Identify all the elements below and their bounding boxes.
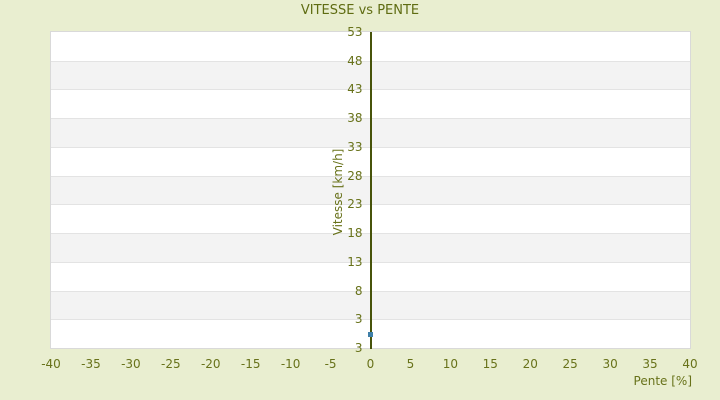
x-tick-label: -40: [41, 357, 61, 371]
y-tick-label: 13: [347, 254, 363, 269]
y-tick-label: 3: [354, 341, 363, 355]
data-point: [368, 331, 373, 337]
x-tick-label: 20: [522, 357, 538, 371]
y-tick-label: 28: [347, 168, 363, 183]
x-tick-label: -5: [324, 357, 337, 371]
y-axis-label: Vitesse [km/h]: [331, 148, 345, 236]
x-tick-label: 5: [406, 357, 415, 371]
y-tick-label: 33: [347, 139, 363, 154]
y-tick-label: 38: [347, 111, 363, 126]
x-tick-label: -10: [280, 357, 301, 371]
x-tick-label: 35: [642, 357, 658, 371]
x-tick-label: 0: [366, 357, 375, 371]
x-tick-label: 30: [602, 357, 618, 371]
chart-title: VITESSE vs PENTE: [300, 3, 420, 18]
y-tick-label: 8: [354, 283, 363, 298]
y-axis-line: [369, 32, 372, 349]
x-tick-label: 25: [562, 357, 578, 371]
x-tick-label: -15: [240, 357, 261, 371]
x-tick-label: -25: [161, 357, 181, 371]
x-tick-label: 15: [482, 357, 498, 371]
x-tick-label: -30: [121, 357, 141, 371]
x-tick-label: -35: [81, 357, 101, 371]
x-tick-label: -20: [200, 357, 221, 371]
y-tick-label: 48: [347, 53, 363, 68]
y-tick-label: 18: [347, 226, 363, 241]
x-axis-label: Pente [%]: [633, 374, 692, 388]
y-tick-label: 53: [347, 25, 363, 39]
y-tick-label: 23: [347, 197, 363, 212]
y-tick-label: 43: [347, 82, 363, 97]
y-tick-label: 3: [354, 312, 363, 327]
x-tick-label: 40: [682, 357, 698, 371]
x-tick-label: 10: [442, 357, 459, 371]
